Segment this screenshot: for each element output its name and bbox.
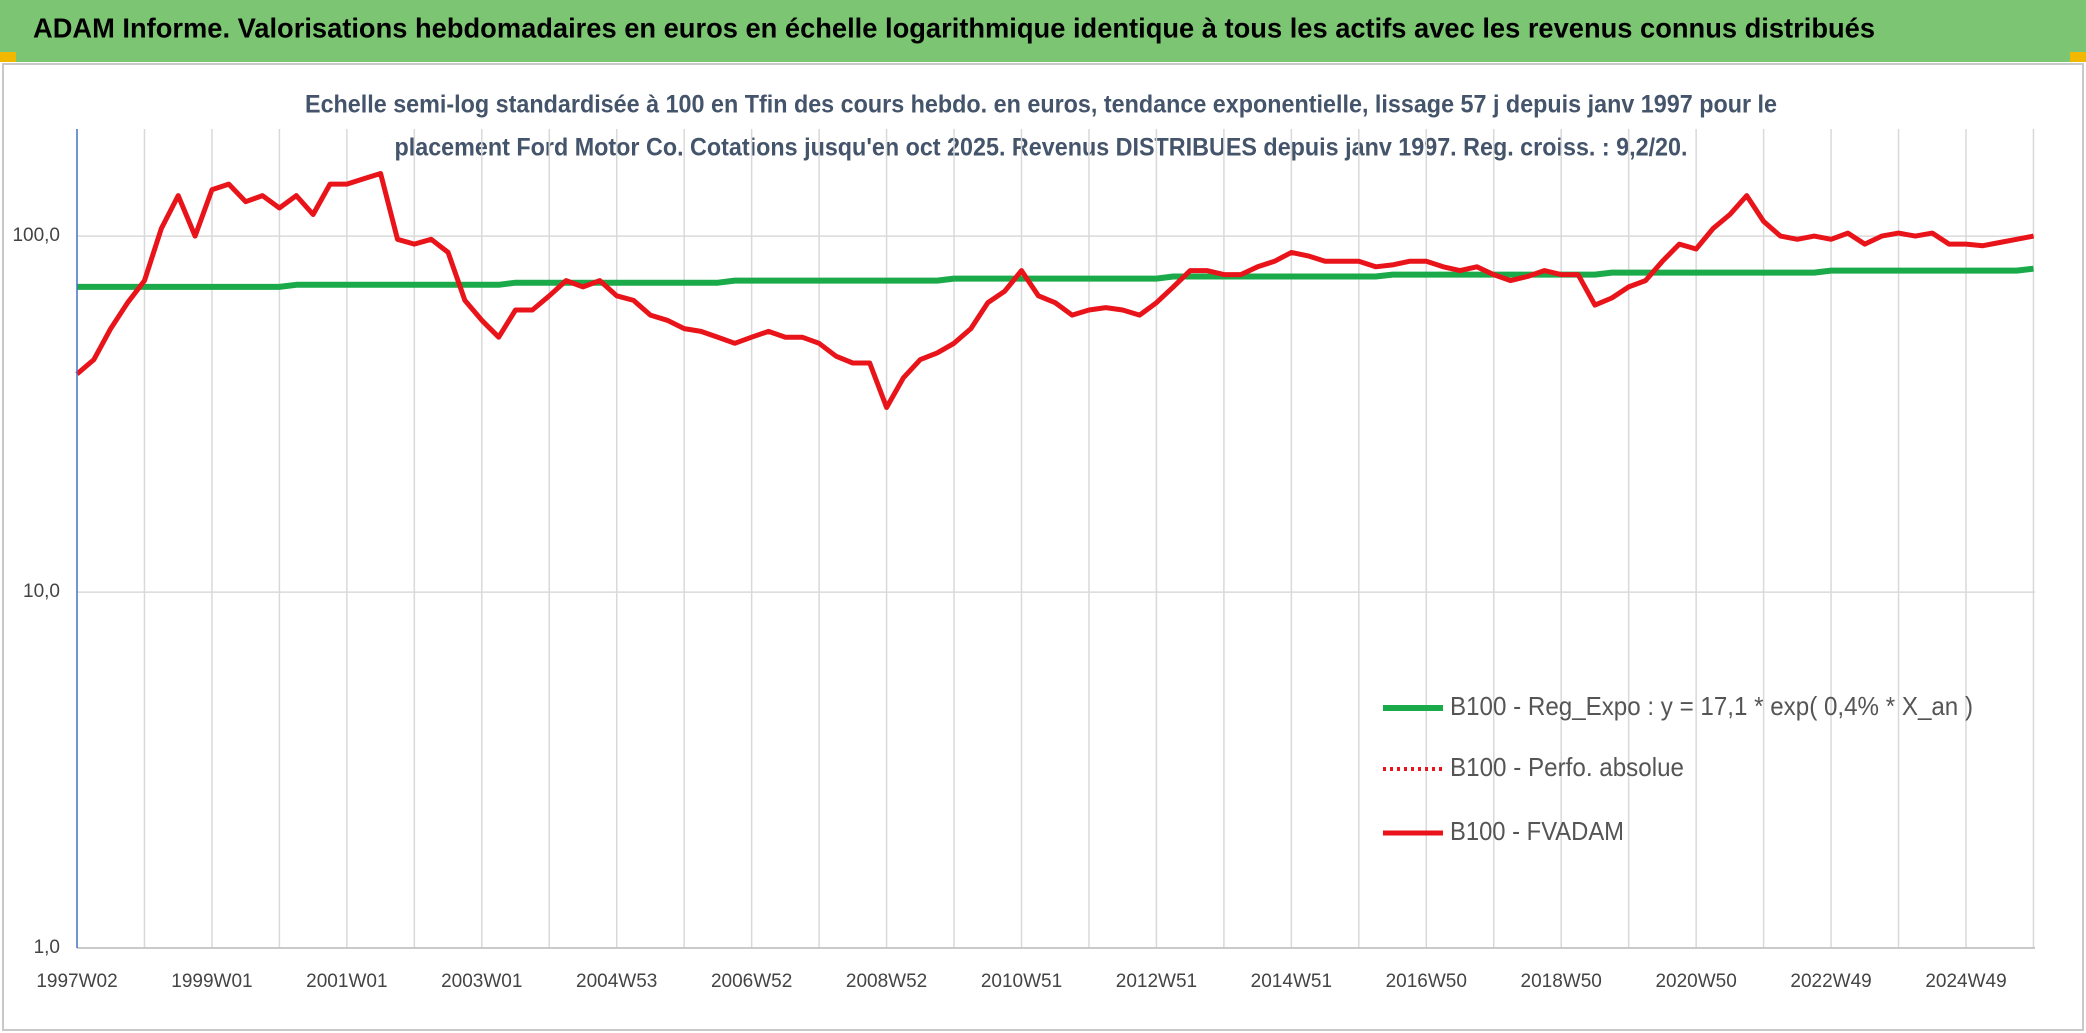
x-tick-label: 2010W51 bbox=[981, 971, 1062, 992]
x-tick-label: 2003W01 bbox=[441, 971, 522, 992]
legend-label: B100 - Reg_Expo : y = 17,1 * exp( 0,4% *… bbox=[1450, 691, 1973, 721]
x-tick-label: 1999W01 bbox=[171, 971, 252, 992]
x-tick-label: 2022W49 bbox=[1790, 971, 1871, 992]
corner-tab bbox=[2070, 52, 2086, 62]
series-line bbox=[75, 171, 2034, 410]
series-line bbox=[77, 265, 2034, 290]
grid: 1,0 10,0 100,0 1997W02 1999W01 2001W01 2003W01… bbox=[12, 129, 2035, 992]
legend: B100 - Reg_Expo : y = 17,1 * exp( 0,4% *… bbox=[1383, 691, 1973, 846]
y-tick-label: 100,0 bbox=[12, 225, 60, 246]
x-tick-label: 2008W52 bbox=[846, 971, 927, 992]
x-tick-label: 2014W51 bbox=[1251, 971, 1332, 992]
panel-border bbox=[2, 63, 2084, 1031]
x-tick-label: 2020W50 bbox=[1655, 971, 1736, 992]
x-tick-label: 2001W01 bbox=[306, 971, 387, 992]
x-tick-label: 2018W50 bbox=[1521, 971, 1602, 992]
plot-lines bbox=[75, 171, 2034, 410]
x-tick-label: 2012W51 bbox=[1116, 971, 1197, 992]
y-tick-label: 10,0 bbox=[23, 581, 60, 602]
x-tick-label: 2016W50 bbox=[1386, 971, 1467, 992]
chart-subtitle: Echelle semi-log standardisée à 100 en T… bbox=[305, 91, 1777, 119]
header-bar bbox=[0, 0, 2086, 62]
chart-subtitle: placement Ford Motor Co. Cotations jusqu… bbox=[395, 134, 1688, 162]
chart-title: ADAM Informe. Valorisations hebdomadaire… bbox=[33, 12, 1875, 43]
corner-tab bbox=[0, 52, 16, 62]
legend-label: B100 - Perfo. absolue bbox=[1450, 752, 1684, 782]
x-tick-label: 2024W49 bbox=[1925, 971, 2006, 992]
x-tick-label: 2006W52 bbox=[711, 971, 792, 992]
legend-label: B100 - FVADAM bbox=[1450, 816, 1624, 846]
y-tick-label: 1,0 bbox=[34, 937, 60, 958]
x-tick-label: 1997W02 bbox=[36, 971, 117, 992]
x-tick-label: 2004W53 bbox=[576, 971, 657, 992]
